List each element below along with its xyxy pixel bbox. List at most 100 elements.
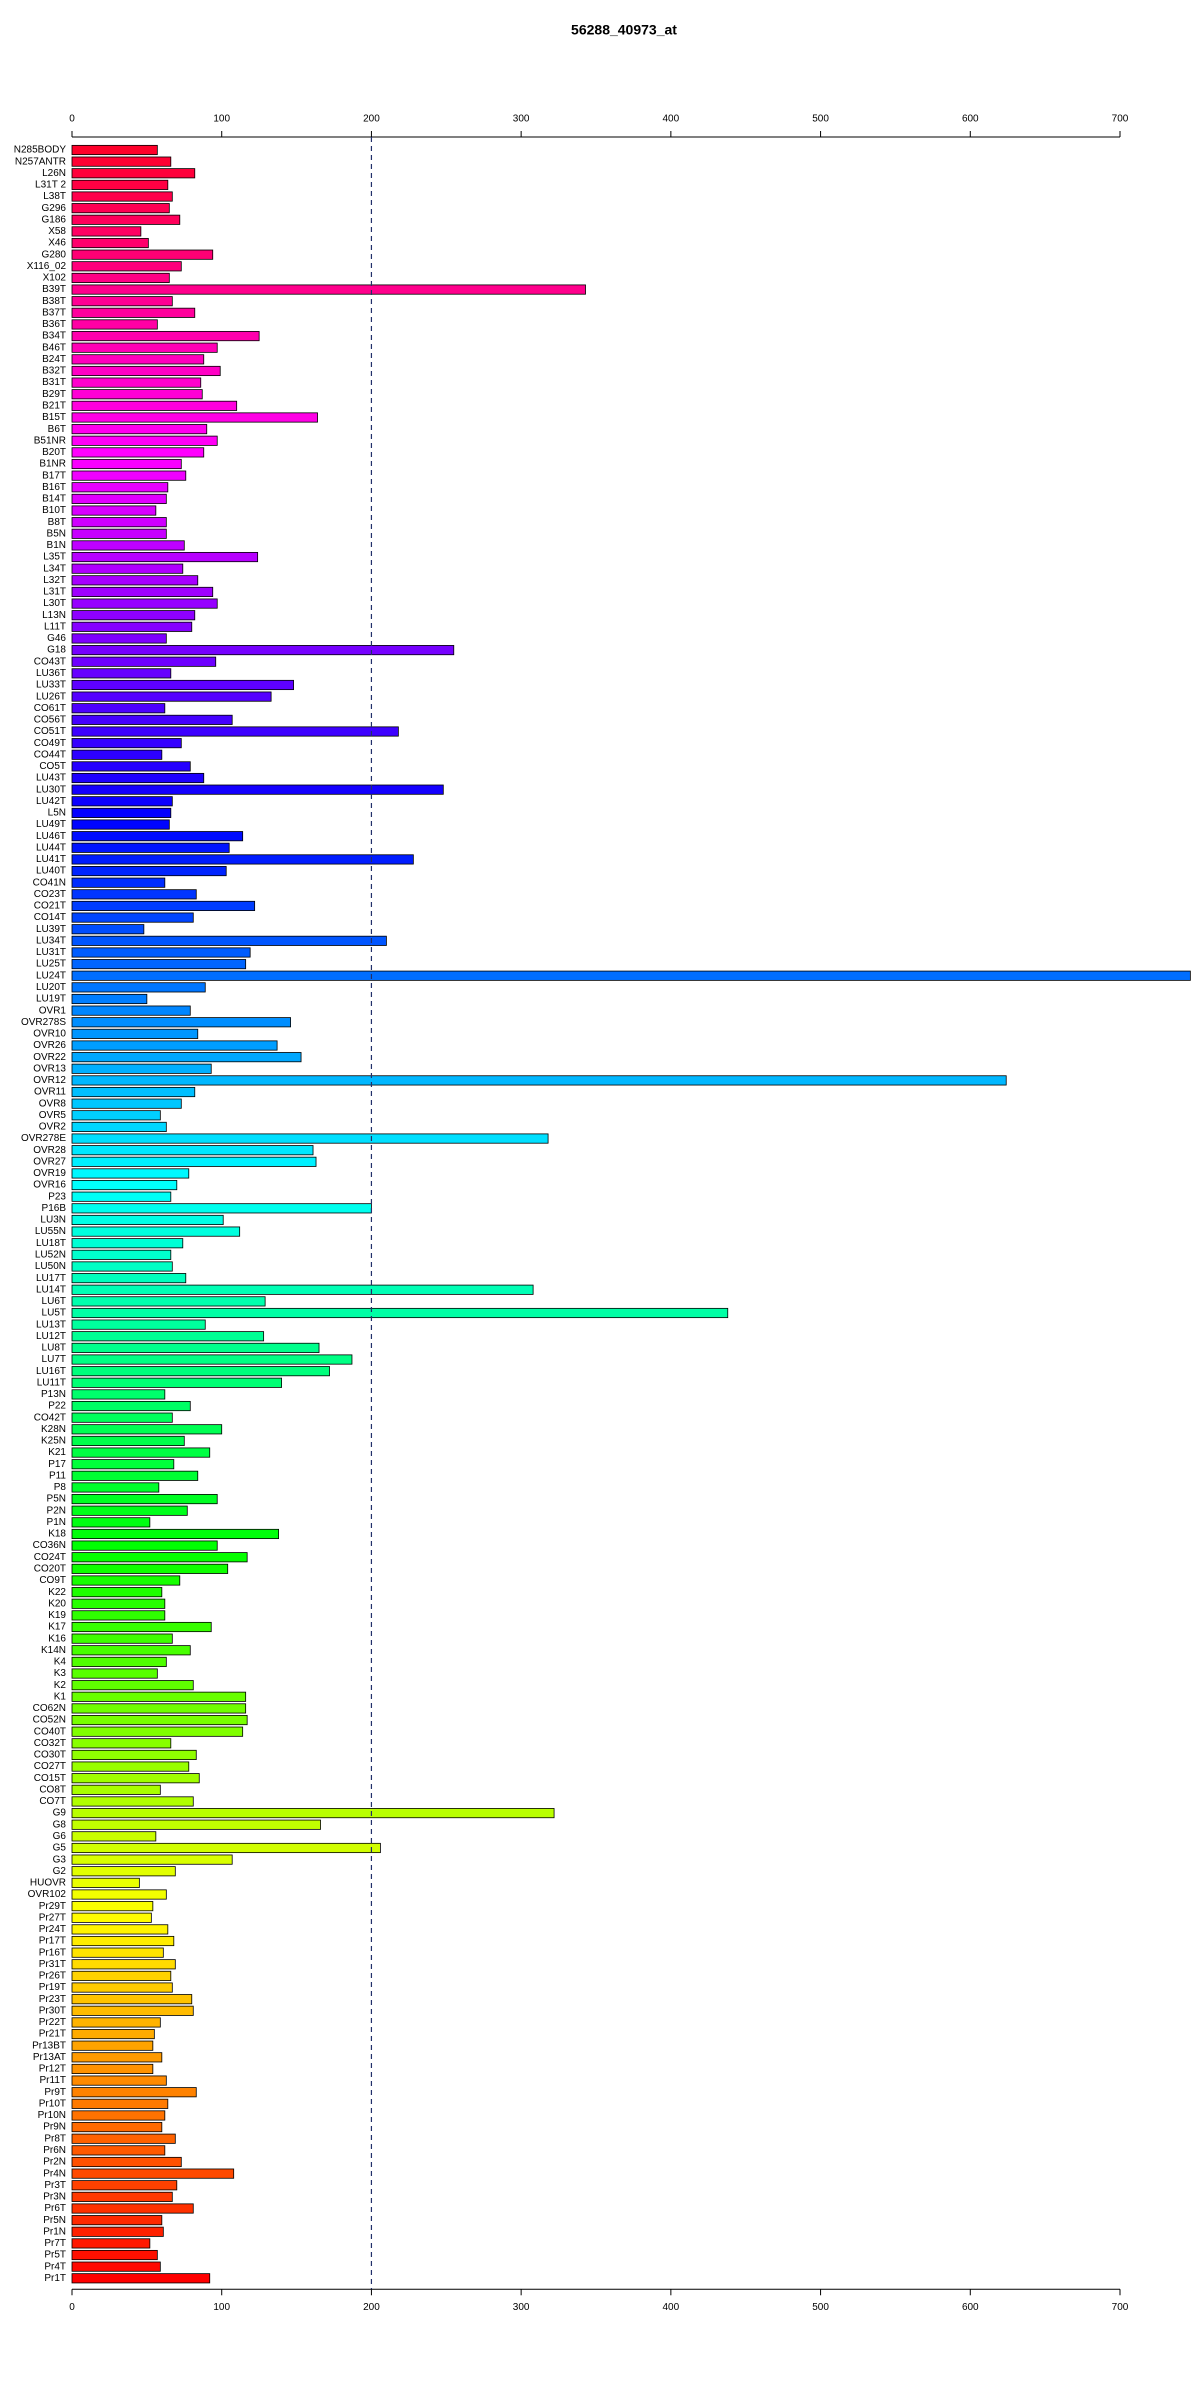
y-tick-label: LU40T <box>36 866 66 877</box>
bar <box>71 1377 283 1388</box>
bar <box>71 866 227 877</box>
y-tick-label: LU43T <box>36 773 66 784</box>
bar <box>71 2156 182 2168</box>
bar <box>71 738 182 749</box>
y-tick-label: LU6T <box>42 1296 66 1307</box>
y-tick-label: LU13T <box>36 1319 66 1330</box>
y-tick-label: Pr1T <box>44 2273 66 2284</box>
bar <box>71 1447 211 1458</box>
bar <box>71 1389 166 1400</box>
y-tick-label: LU55N <box>35 1226 66 1237</box>
y-tick-label: L31T 2 <box>35 180 66 191</box>
bar <box>71 179 169 190</box>
x-tick-label: 400 <box>663 2302 680 2313</box>
y-tick-label: B38T <box>42 296 66 307</box>
bar <box>71 551 259 563</box>
y-tick-label: LU30T <box>36 784 66 795</box>
y-tick-label: LU33T <box>36 680 66 691</box>
bar <box>71 1494 218 1505</box>
y-tick-label: LU20T <box>36 982 66 993</box>
y-tick-label: Pr13AT <box>33 2052 66 2063</box>
y-tick-label: B46T <box>42 342 66 353</box>
y-tick-label: CO41N <box>33 877 66 888</box>
bar <box>71 900 256 912</box>
bar <box>71 156 172 167</box>
bar <box>71 1110 161 1121</box>
y-tick-label: Pr16T <box>39 1947 66 1958</box>
y-tick-label: G9 <box>53 1808 67 1819</box>
bar <box>71 2040 154 2051</box>
bar <box>71 1784 161 1795</box>
y-tick-label: L34T <box>43 563 66 574</box>
y-tick-label: CO9T <box>39 1575 66 1586</box>
bar <box>71 1482 160 1493</box>
bar <box>71 1738 172 1749</box>
y-tick-label: Pr5N <box>43 2215 66 2226</box>
y-tick-label: K25N <box>41 1436 66 1447</box>
bar <box>71 598 218 609</box>
y-tick-label: G186 <box>42 214 67 225</box>
y-tick-label: CO5T <box>39 761 66 772</box>
bar <box>71 1598 166 1609</box>
bar <box>71 1656 167 1667</box>
bar <box>71 1180 178 1191</box>
bar <box>71 924 145 935</box>
y-tick-label: K2 <box>54 1680 67 1691</box>
bar <box>71 424 208 435</box>
y-tick-label: B24T <box>42 354 66 365</box>
y-tick-label: HUOVR <box>30 1878 66 1889</box>
bar <box>71 2133 176 2144</box>
y-tick-label: Pr23T <box>39 1994 66 2005</box>
y-tick-label: Pr9T <box>44 2087 66 2098</box>
bar <box>71 575 199 586</box>
y-tick-label: OVR12 <box>33 1075 66 1086</box>
bar <box>71 2005 194 2016</box>
bar <box>71 877 166 888</box>
bar <box>71 1680 194 1691</box>
bar <box>71 1761 190 1772</box>
y-tick-label: B39T <box>42 284 66 295</box>
bar <box>71 1226 241 1237</box>
bar <box>71 1831 157 1842</box>
bar <box>71 1017 291 1028</box>
bar <box>71 2168 235 2179</box>
bar <box>71 2249 158 2261</box>
y-tick-label: K4 <box>54 1657 67 1668</box>
y-tick-label: Pr5T <box>44 2250 66 2261</box>
bar <box>71 1249 172 1260</box>
y-tick-label: OVR27 <box>33 1156 66 1167</box>
y-tick-label: P5N <box>47 1494 66 1505</box>
bar <box>71 493 167 504</box>
bar <box>71 2261 161 2272</box>
y-tick-label: OVR13 <box>33 1063 66 1074</box>
y-tick-label: Pr1N <box>43 2226 66 2237</box>
y-tick-label: LU19T <box>36 994 66 1005</box>
bar <box>71 1552 248 1563</box>
bar <box>71 1773 200 1784</box>
x-tick-label: 0 <box>69 114 75 125</box>
bar <box>71 1086 196 1098</box>
bar <box>71 807 172 818</box>
x-tick-label: 600 <box>962 2302 979 2313</box>
y-tick-label: LU18T <box>36 1238 66 1249</box>
y-tick-label: G18 <box>47 645 66 656</box>
bar <box>71 2087 197 2098</box>
y-tick-label: X58 <box>48 226 66 237</box>
y-tick-label: Pr10T <box>39 2098 66 2109</box>
bar <box>71 1726 244 1737</box>
y-tick-label: OVR278E <box>21 1133 66 1144</box>
y-tick-label: OVR26 <box>33 1040 66 1051</box>
y-tick-label: L11T <box>44 621 66 632</box>
bar <box>71 819 170 830</box>
bar <box>71 272 170 283</box>
bar <box>71 703 166 714</box>
bar <box>71 970 1191 981</box>
y-tick-label: LU8T <box>42 1343 66 1354</box>
x-tick-label: 200 <box>363 2302 380 2313</box>
y-tick-label: LU16T <box>36 1366 66 1377</box>
y-tick-label: LU5T <box>42 1308 66 1319</box>
bar <box>71 889 197 900</box>
y-tick-label: OVR19 <box>33 1168 66 1179</box>
y-tick-label: CO23T <box>34 889 66 900</box>
y-tick-label: P22 <box>48 1401 66 1412</box>
